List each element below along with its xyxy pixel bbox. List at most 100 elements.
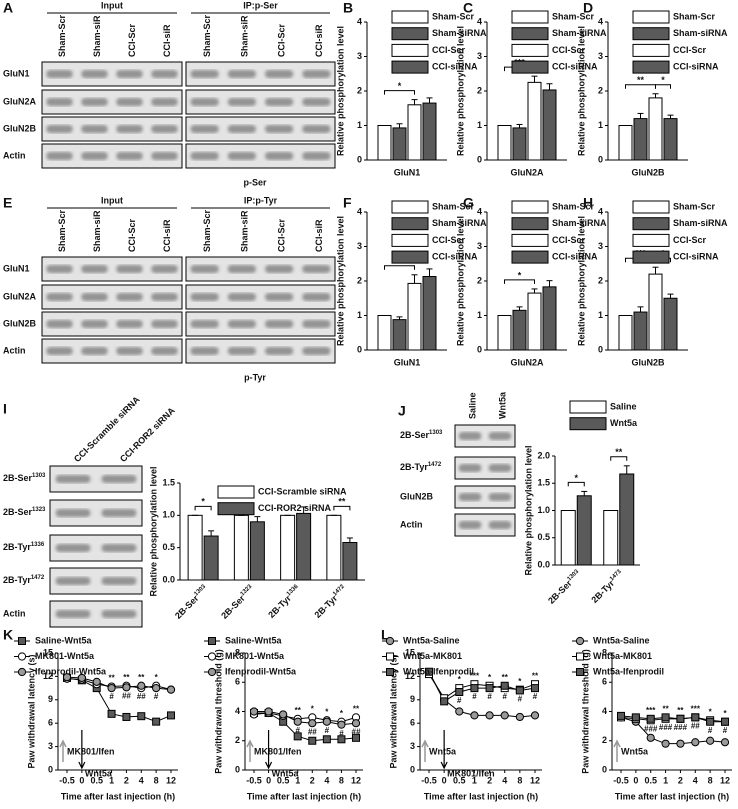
blot-band bbox=[190, 347, 219, 355]
y-axis-label: Paw withdrawal latency (s) bbox=[388, 654, 398, 768]
significance-label: * bbox=[488, 673, 492, 682]
legend-label: CCI-Scr bbox=[552, 45, 586, 55]
y-tick-label: 3 bbox=[357, 241, 362, 251]
legend-label: Ifenprodil-Wnt5a bbox=[225, 666, 297, 676]
blot-band bbox=[151, 125, 178, 133]
significance-label: * bbox=[518, 677, 522, 686]
bar bbox=[249, 521, 265, 581]
data-point bbox=[337, 735, 346, 744]
y-tick-label: 12 bbox=[43, 671, 53, 681]
x-tick-label: 2B-Ser1323 bbox=[219, 583, 257, 621]
x-tick-label: -0.5 bbox=[613, 775, 629, 785]
data-point bbox=[293, 732, 302, 741]
blot-band bbox=[101, 509, 137, 517]
legend-swatch bbox=[632, 217, 670, 231]
y-tick-label: 1 bbox=[357, 310, 362, 320]
x-tick-label: GluN2A bbox=[510, 357, 544, 367]
bar bbox=[392, 319, 407, 351]
y-tick-label: 3 bbox=[598, 241, 603, 251]
blot-footer: p-Ser bbox=[243, 177, 267, 187]
legend-label: Sham-Scr bbox=[673, 201, 716, 211]
data-point bbox=[676, 714, 685, 723]
row-label: Actin bbox=[400, 519, 423, 529]
blot-band bbox=[227, 125, 257, 133]
blot-band bbox=[264, 125, 294, 133]
data-point bbox=[166, 685, 176, 694]
panel-letter: C bbox=[463, 0, 473, 16]
y-tick-label: 4 bbox=[602, 706, 607, 716]
lane-label: Sham-Scr bbox=[202, 209, 212, 252]
blot-band bbox=[190, 125, 219, 133]
x-axis-label: Time after last injection (h) bbox=[61, 791, 175, 801]
blot-band bbox=[101, 475, 137, 483]
bar bbox=[296, 512, 312, 581]
lane-label: Saline bbox=[467, 392, 477, 419]
row-label: GluN2A bbox=[3, 96, 37, 106]
lane-label: CCI-Scr bbox=[127, 218, 137, 252]
legend-label: Sham-siRNA bbox=[552, 218, 607, 228]
y-axis-label: Relative phosphorylation level bbox=[335, 216, 345, 346]
legend-label: Saline bbox=[610, 401, 637, 411]
y-tick-label: 1.0 bbox=[162, 510, 175, 520]
panel-letter: H bbox=[583, 195, 593, 211]
significance-label: ** bbox=[353, 704, 360, 713]
significance-label: * bbox=[311, 704, 315, 713]
legend-label: Wnt5a bbox=[610, 418, 638, 428]
y-axis-label: Paw withdrawal threshold (g) bbox=[213, 649, 223, 774]
bar bbox=[377, 125, 392, 161]
legend-swatch bbox=[511, 200, 549, 214]
data-point bbox=[137, 712, 146, 721]
legend-marker bbox=[18, 637, 26, 645]
blot-band bbox=[81, 320, 108, 328]
y-tick-label: 4 bbox=[598, 206, 603, 216]
panel-letter: B bbox=[343, 0, 353, 16]
lane-label: Sham-siR bbox=[92, 15, 102, 57]
row-label: GluN1 bbox=[3, 68, 30, 78]
row-label: 2B-Ser1323 bbox=[3, 507, 46, 518]
blot-band bbox=[46, 152, 73, 160]
legend-label: Sham-Scr bbox=[673, 11, 716, 21]
bar bbox=[280, 514, 296, 581]
y-tick-label: 2 bbox=[598, 85, 603, 95]
y-tick-label: 4 bbox=[477, 16, 482, 26]
data-point bbox=[455, 688, 464, 696]
blot-band bbox=[81, 70, 108, 78]
data-point bbox=[485, 684, 494, 693]
y-tick-label: 1 bbox=[477, 120, 482, 130]
significance-label: # bbox=[339, 729, 344, 738]
row-label: Actin bbox=[3, 608, 26, 618]
significance-bracket bbox=[333, 505, 351, 511]
blot-band bbox=[46, 293, 73, 301]
legend-swatch bbox=[391, 60, 429, 74]
significance-label: * bbox=[574, 473, 578, 483]
bar bbox=[618, 315, 633, 351]
x-tick-label: 2B-Tyr1336 bbox=[266, 583, 303, 620]
x-tick-label: 0.5 bbox=[277, 775, 290, 785]
x-tick-label: 0 bbox=[79, 775, 84, 785]
legend-label: Sham-Scr bbox=[432, 201, 475, 211]
legend-swatch bbox=[632, 200, 670, 214]
blot-band bbox=[264, 347, 294, 355]
legend-marker bbox=[575, 636, 585, 646]
y-tick-label: 15 bbox=[43, 647, 53, 657]
blot-band bbox=[151, 70, 178, 78]
x-tick-label: 8 bbox=[154, 775, 159, 785]
data-point bbox=[661, 739, 670, 748]
y-axis-label: Relative phosphorylation level bbox=[455, 216, 465, 346]
y-tick-label: 2 bbox=[477, 275, 482, 285]
bar bbox=[187, 514, 203, 581]
y-axis-label: Relative phosphorylation level bbox=[576, 26, 586, 156]
x-tick-label: 4 bbox=[139, 775, 144, 785]
blot-band bbox=[264, 98, 294, 106]
bar bbox=[618, 125, 633, 161]
y-tick-label: 3 bbox=[598, 51, 603, 61]
significance-bracket bbox=[194, 505, 212, 511]
x-tick-label: 1 bbox=[663, 775, 668, 785]
row-label: 2B-Ser1303 bbox=[3, 473, 46, 484]
significance-bracket bbox=[384, 265, 415, 270]
significance-label: ## bbox=[691, 721, 700, 730]
blot-band bbox=[488, 521, 512, 529]
y-tick-label: 1.5 bbox=[537, 478, 550, 488]
significance-label: # bbox=[325, 726, 330, 735]
